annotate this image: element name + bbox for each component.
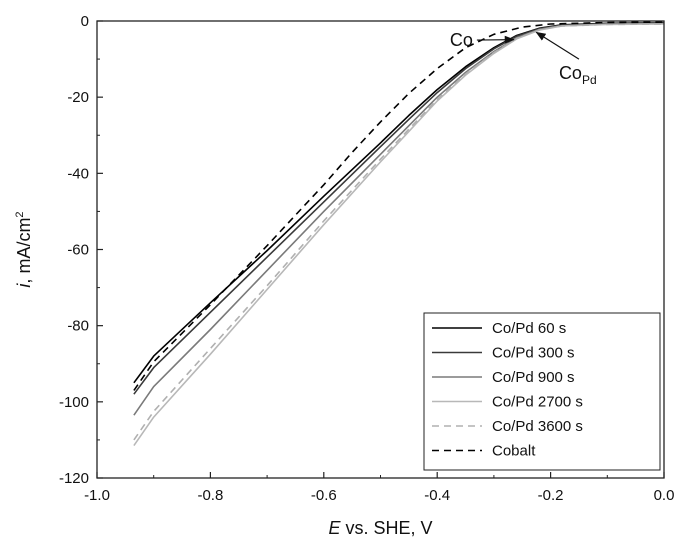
x-tick-label-1: -1.0 [84, 487, 110, 504]
annotation-subscript: Pd [582, 73, 597, 87]
legend-label-2: Co/Pd 300 s [492, 345, 575, 362]
y-tick-label-5: -40 [67, 165, 89, 182]
y-tick-label-7: 0 [81, 13, 89, 30]
legend-label-5: Co/Pd 3600 s [492, 418, 583, 435]
y-axis-label-superscript: 2 [14, 211, 26, 217]
x-axis-label: E vs. SHE, V [328, 518, 432, 538]
legend-label-3: Co/Pd 900 s [492, 369, 575, 386]
x-tick-label-6: 0.0 [654, 487, 675, 504]
y-tick-label-2: -100 [59, 394, 89, 411]
x-tick-label-4: -0.4 [424, 487, 450, 504]
x-tick-label-5: -0.2 [538, 487, 564, 504]
x-tick-label-2: -0.8 [197, 487, 223, 504]
x-axis-label-rest: vs. SHE, V [340, 518, 432, 538]
y-tick-label-6: -20 [67, 89, 89, 106]
y-tick-label-4: -60 [67, 242, 89, 259]
legend-label-4: Co/Pd 2700 s [492, 394, 583, 411]
x-tick-label-3: -0.6 [311, 487, 337, 504]
annotation-text: Co [559, 63, 582, 83]
y-tick-label-1: -120 [59, 470, 89, 487]
legend-label-6: Cobalt [492, 443, 536, 460]
legend: Co/Pd 60 s Co/Pd 300 s Co/Pd 900 s Co/Pd 27… [424, 313, 660, 470]
y-axis-label: i, mA/cm2 [14, 211, 34, 287]
annotation-label-1: Co [450, 30, 473, 50]
legend-label-1: Co/Pd 60 s [492, 320, 566, 337]
annotation-text: Co [450, 30, 473, 50]
y-tick-label-3: -80 [67, 318, 89, 335]
y-axis-label-rest: , mA/cm [14, 218, 34, 284]
